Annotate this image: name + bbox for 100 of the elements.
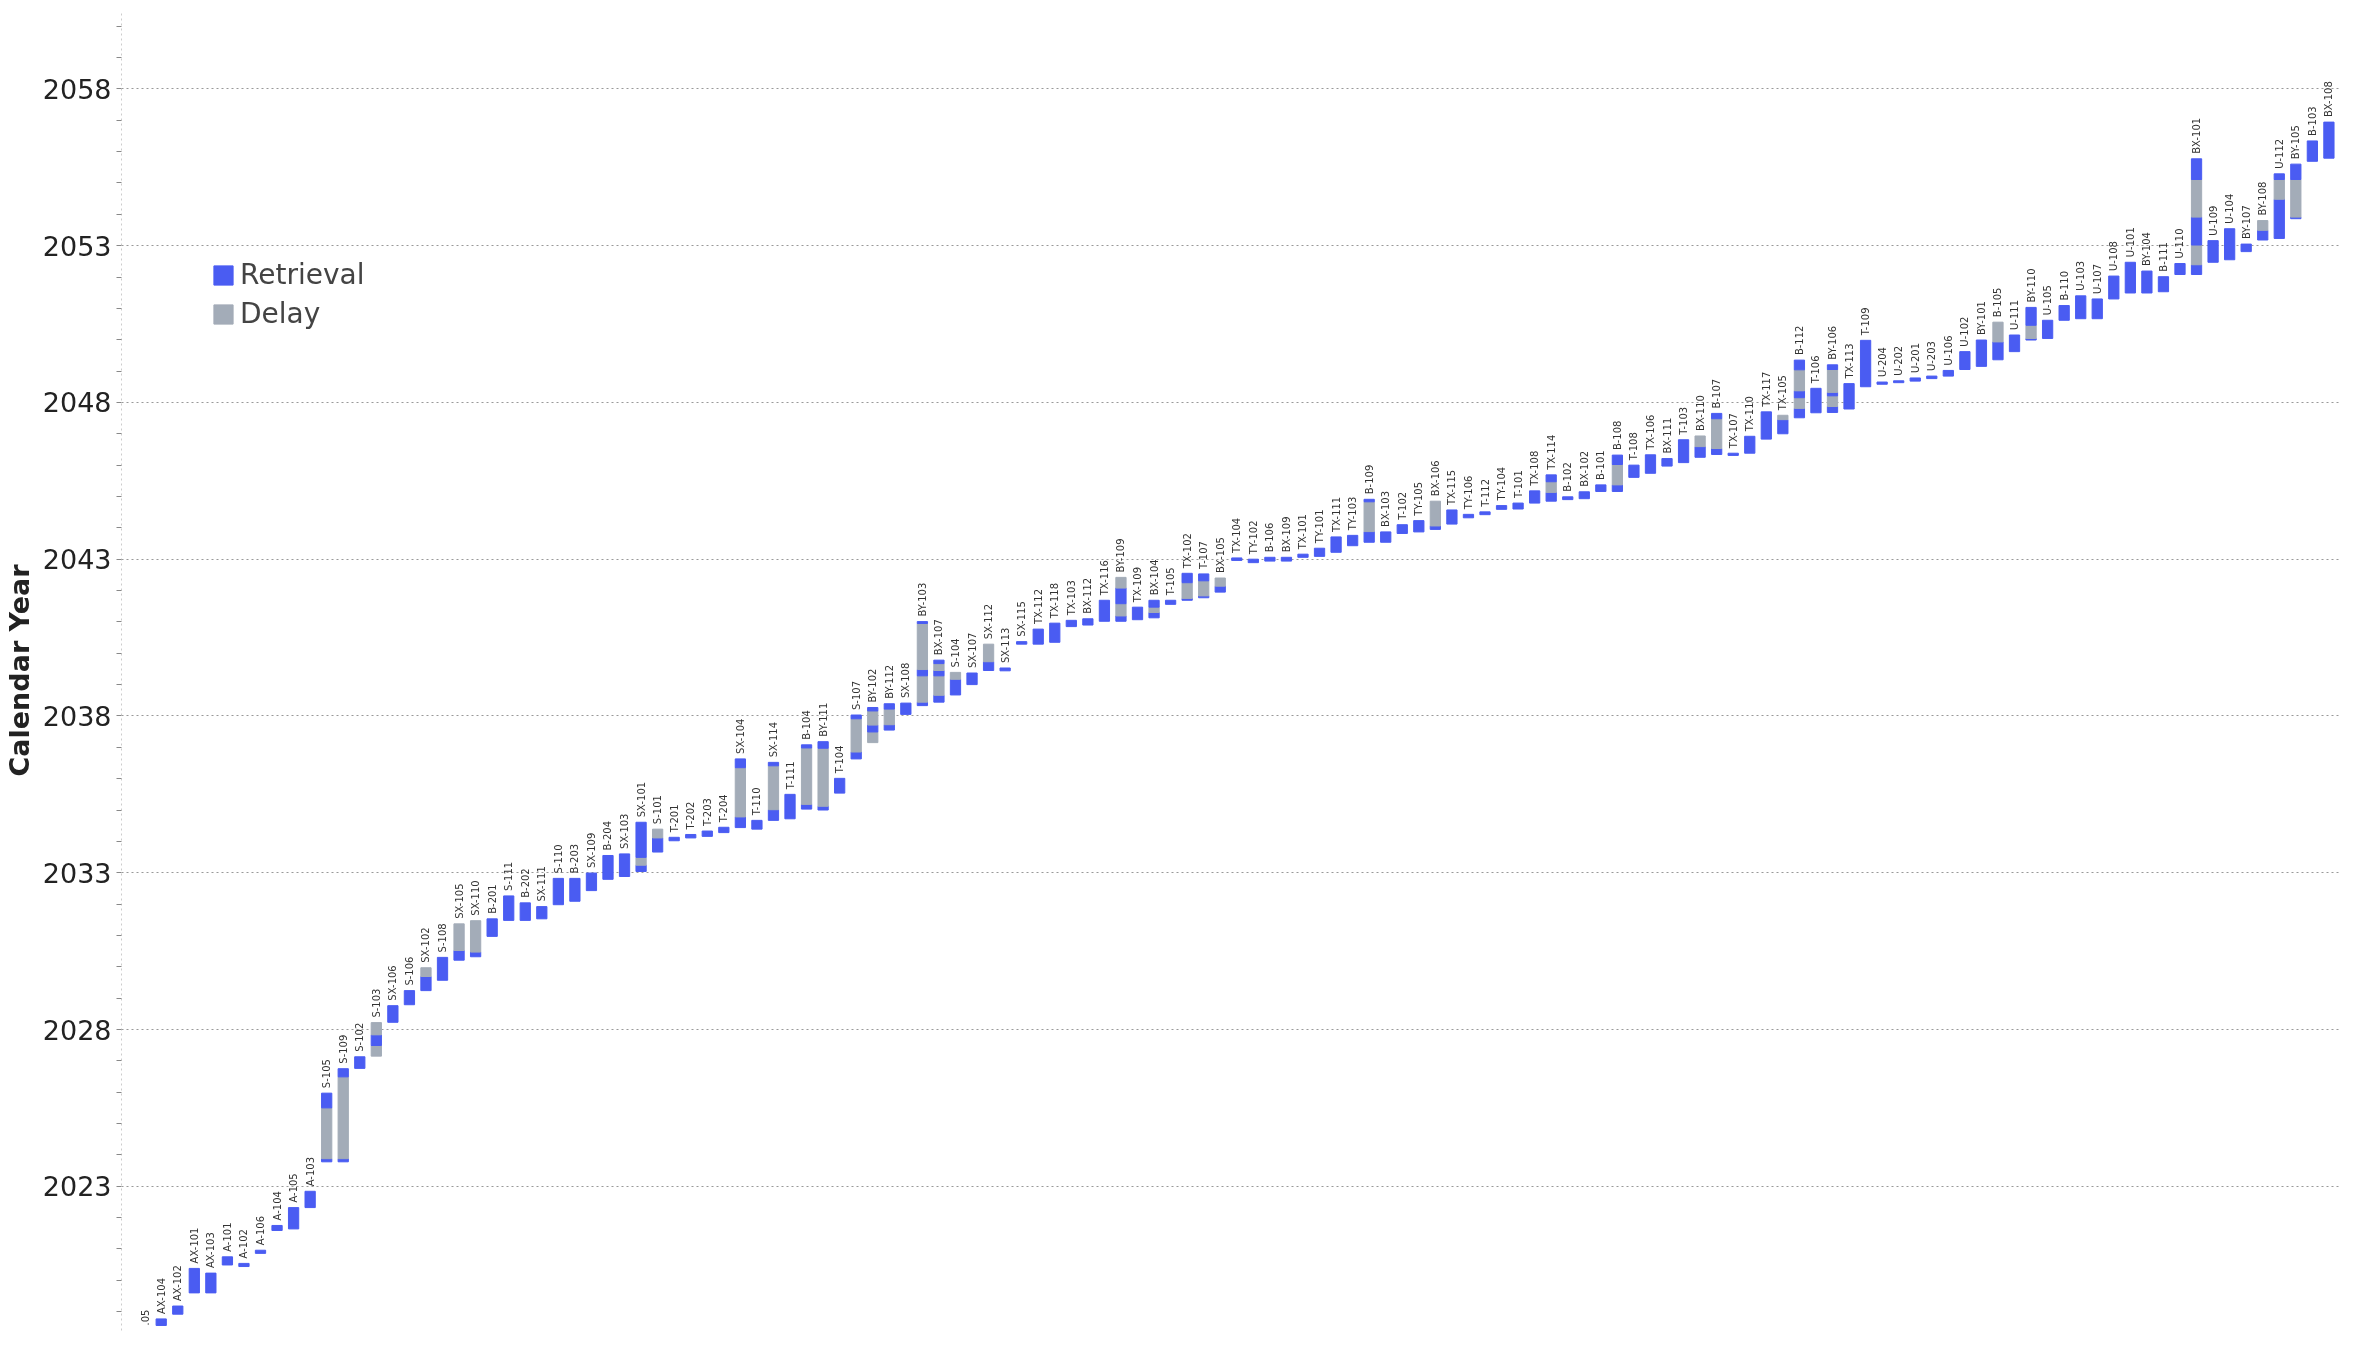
x-tick-label: T-103 [1678, 406, 1690, 436]
x-tick-label: BY-107 [2240, 205, 2252, 240]
x-tick-label: B-103 [2306, 106, 2318, 136]
x-tick-label: BX-103 [1380, 490, 1392, 527]
x-tick-label: TX-112 [1032, 588, 1044, 626]
x-tick-label: S-102 [354, 1022, 366, 1052]
x-tick-label: AX-103 [205, 1232, 217, 1269]
x-tick-label: TX-109 [1132, 567, 1144, 604]
x-tick-label: T-203 [701, 798, 713, 828]
x-tick-label: SX-106 [387, 965, 399, 1001]
x-tick-label: BY-106 [1827, 325, 1838, 360]
x-tick-label: T-108 [1628, 432, 1640, 462]
x-tick-label: TX-107 [1727, 413, 1739, 450]
x-tick-label: T-111 [784, 761, 796, 791]
x-tick-label: T-109 [1860, 307, 1872, 337]
x-tick-label: T-204 [718, 794, 730, 824]
x-tick-label: SX-102 [420, 927, 432, 963]
y-tick-label: 2023 [42, 1171, 112, 1203]
y-tick-label: 2043 [42, 544, 112, 576]
x-tick-label: TY-105 [1413, 481, 1425, 517]
x-tick-label: B-111 [2157, 242, 2169, 272]
x-tick-label: U-201 [1909, 342, 1921, 373]
x-tick-label: AX-104 [155, 1278, 167, 1314]
x-tick-label: U-204 [1876, 347, 1888, 378]
x-tick-label: U-203 [1926, 341, 1938, 372]
x-tick-label: U-202 [1893, 345, 1905, 376]
x-tick-label: TX-114 [1545, 434, 1557, 471]
x-tick-label: BX-106 [1429, 460, 1441, 497]
x-tick-label: BX-105 [1214, 537, 1226, 574]
x-tick-label: U-107 [2091, 263, 2103, 294]
x-tick-label: SX-109 [585, 832, 597, 869]
x-tick-label: U-109 [2207, 205, 2219, 236]
x-tick-label: SX-101 [635, 781, 647, 818]
x-tick-label: U-106 [1942, 335, 1954, 366]
y-tick-label: 2038 [42, 700, 112, 732]
x-tick-label: BY-110 [2025, 268, 2037, 303]
x-tick-label: TX-118 [1049, 583, 1061, 620]
x-tick-label: B-107 [1711, 378, 1723, 409]
y-tick-label: 2058 [42, 73, 112, 105]
y-tick-label: 2028 [42, 1014, 112, 1046]
x-tick-label: T-105 [1165, 567, 1177, 597]
x-tick-label: T-106 [1810, 355, 1822, 385]
x-tick-label: T-201 [668, 804, 680, 834]
x-tick-label: S-105 [321, 1059, 333, 1089]
x-tick-label: SX-111 [536, 866, 548, 902]
x-tick-label: B-204 [602, 820, 614, 851]
x-tick-label: B-102 [1562, 462, 1574, 492]
x-tick-label: TX-108 [1529, 450, 1541, 487]
x-tick-label: S-108 [437, 923, 449, 953]
x-tick-label: B-109 [1363, 464, 1375, 495]
x-tick-label: BX-111 [1661, 417, 1673, 454]
x-tick-label: TY-106 [1462, 475, 1474, 511]
x-tick-label: BY-105 [2290, 125, 2302, 160]
x-tick-label: BX-102 [1578, 450, 1590, 487]
y-axis-title: Calendar Year [3, 563, 35, 777]
x-tick-label: TX-102 [1181, 533, 1193, 570]
x-tick-label: U-112 [2273, 138, 2285, 169]
x-tick-label: TX-104 [1231, 517, 1243, 554]
x-tick-label: SX-108 [900, 662, 912, 699]
x-tick-label: U-110 [2174, 228, 2186, 259]
x-tick-label: B-101 [1595, 450, 1607, 480]
x-tick-label: S-104 [949, 638, 961, 668]
x-tick-label: TX-113 [1843, 343, 1855, 380]
x-tick-label: SX-107 [966, 632, 978, 669]
x-tick-label: TX-115 [1446, 469, 1458, 506]
x-tick-label: SX-103 [619, 813, 631, 849]
x-tick-label: A-105 [288, 1173, 300, 1203]
x-tick-label: B-106 [1264, 522, 1276, 553]
x-tick-label: U-104 [2224, 193, 2236, 224]
x-tick-label: BX-104 [1148, 559, 1160, 596]
x-tick-label: TX-110 [1744, 396, 1756, 433]
x-tick-label: SX-104 [734, 718, 746, 754]
x-tick-label: T-102 [1396, 491, 1408, 521]
x-tick-label: TX-116 [1098, 560, 1110, 597]
y-tick-label: 2053 [42, 230, 112, 262]
x-tick-label: TY-104 [1496, 466, 1508, 502]
x-tick-label: BY-109 [1115, 538, 1127, 573]
x-tick-label: S-107 [850, 680, 862, 711]
x-tick-label: BX-109 [1280, 516, 1292, 553]
x-tick-label: S-103 [370, 988, 382, 1018]
x-tick-label: TX-117 [1760, 371, 1772, 408]
x-tick-label: S-106 [403, 956, 415, 986]
x-tick-label: A-101 [221, 1222, 233, 1252]
y-tick-label: 2048 [42, 387, 112, 419]
y-tick-label: 2033 [42, 857, 112, 889]
x-tick-label: BX-110 [1694, 395, 1706, 431]
x-tick-label: S-101 [652, 795, 664, 825]
x-tick-label: A-106 [255, 1215, 266, 1246]
x-tick-label: U-108 [2108, 241, 2120, 272]
x-tick-label: TY-101 [1314, 509, 1326, 545]
x-tick-label: T-101 [1512, 470, 1524, 500]
x-tick-label: T-202 [685, 801, 697, 831]
x-tick-label: B-203 [569, 843, 581, 874]
x-tick-label: A-103 [304, 1156, 316, 1187]
x-tick-label: T-112 [1479, 478, 1491, 508]
x-tick-label: U-103 [2075, 260, 2087, 291]
x-tick-label: TY-103 [1347, 496, 1359, 532]
x-tick-label: SX-112 [983, 603, 995, 640]
x-tick-label: B-108 [1611, 420, 1623, 451]
x-tick-label: AX-101 [188, 1227, 200, 1264]
